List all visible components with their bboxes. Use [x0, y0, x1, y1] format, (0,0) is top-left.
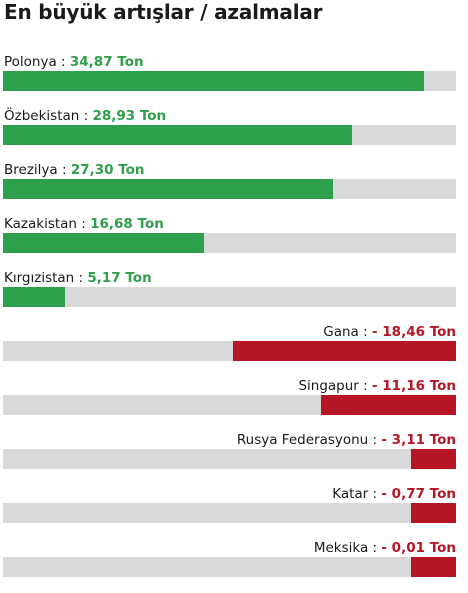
- bar-row: Gana : - 18,46 Ton: [3, 323, 456, 377]
- country-name: Singapur: [298, 378, 359, 394]
- bar-value-label: 16,68 Ton: [90, 216, 164, 232]
- bar-row: Polonya : 34,87 Ton: [3, 53, 456, 107]
- bar-row: Katar : - 0,77 Ton: [3, 485, 456, 539]
- label-separator: :: [56, 54, 70, 70]
- bar-label: Katar : - 0,77 Ton: [332, 485, 456, 503]
- bar-row: Rusya Federasyonu : - 3,11 Ton: [3, 431, 456, 485]
- bar-row: Özbekistan : 28,93 Ton: [3, 107, 456, 161]
- label-separator: :: [368, 432, 382, 448]
- bar-track: [3, 179, 456, 199]
- bar-track: [3, 503, 456, 523]
- bar-track: [3, 449, 456, 469]
- bar-label: Gana : - 18,46 Ton: [323, 323, 456, 341]
- bar-track: [3, 233, 456, 253]
- bar-value-label: - 11,16 Ton: [371, 378, 456, 394]
- bar-value-label: 34,87 Ton: [69, 54, 144, 70]
- label-separator: :: [76, 216, 91, 232]
- decrease-bar: [321, 395, 456, 415]
- country-name: Kazakistan: [4, 216, 77, 232]
- increase-bar: [3, 287, 66, 307]
- bar-track: [3, 71, 456, 91]
- bar-value-label: 5,17 Ton: [87, 270, 152, 286]
- bar-value-label: - 0,01 Ton: [381, 540, 456, 556]
- increase-bar: [3, 233, 205, 253]
- bar-track: [3, 125, 456, 145]
- bar-value-label: 28,93 Ton: [92, 108, 167, 124]
- bar-track: [3, 395, 456, 415]
- label-separator: :: [358, 378, 372, 394]
- increase-bar: [3, 179, 333, 199]
- label-separator: :: [358, 324, 372, 340]
- bar-label: Özbekistan : 28,93 Ton: [4, 107, 166, 125]
- label-separator: :: [368, 486, 382, 502]
- bar-value-label: - 3,11 Ton: [381, 432, 456, 448]
- bar-label: Polonya : 34,87 Ton: [4, 53, 144, 71]
- country-name: Özbekistan: [4, 108, 80, 124]
- country-name: Gana: [323, 324, 359, 340]
- country-name: Brezilya: [4, 162, 58, 178]
- bar-track: [3, 341, 456, 361]
- country-name: Meksika: [313, 540, 369, 556]
- bar-label: Singapur : - 11,16 Ton: [298, 377, 456, 395]
- decrease-bar: [411, 449, 456, 469]
- bar-label: Rusya Federasyonu : - 3,11 Ton: [237, 431, 456, 449]
- bar-track: [3, 287, 456, 307]
- country-name: Kırgızistan: [4, 270, 75, 286]
- bar-row: Brezilya : 27,30 Ton: [3, 161, 456, 215]
- bar-row: Meksika : - 0,01 Ton: [3, 539, 456, 593]
- country-name: Rusya Federasyonu: [236, 432, 369, 448]
- increase-bar: [3, 125, 353, 145]
- country-name: Katar: [332, 486, 369, 502]
- bar-row: Singapur : - 11,16 Ton: [3, 377, 456, 431]
- bar-row: Kazakistan : 16,68 Ton: [3, 215, 456, 269]
- bar-track: [3, 557, 456, 577]
- bar-value-label: 27,30 Ton: [70, 162, 145, 178]
- bar-label: Meksika : - 0,01 Ton: [314, 539, 456, 557]
- decrease-bar: [411, 557, 456, 577]
- bar-label: Kazakistan : 16,68 Ton: [4, 215, 164, 233]
- bar-label: Brezilya : 27,30 Ton: [4, 161, 145, 179]
- country-name: Polonya: [4, 54, 57, 70]
- label-separator: :: [57, 162, 71, 178]
- decrease-bar: [233, 341, 456, 361]
- label-separator: :: [368, 540, 382, 556]
- label-separator: :: [79, 108, 93, 124]
- label-separator: :: [74, 270, 88, 286]
- bar-value-label: - 18,46 Ton: [371, 324, 456, 340]
- bar-label: Kırgızistan : 5,17 Ton: [4, 269, 152, 287]
- bar-row: Kırgızistan : 5,17 Ton: [3, 269, 456, 323]
- increase-bar: [3, 71, 425, 91]
- chart-title: En büyük artışlar / azalmalar: [4, 0, 323, 24]
- bar-value-label: - 0,77 Ton: [381, 486, 456, 502]
- decrease-bar: [411, 503, 456, 523]
